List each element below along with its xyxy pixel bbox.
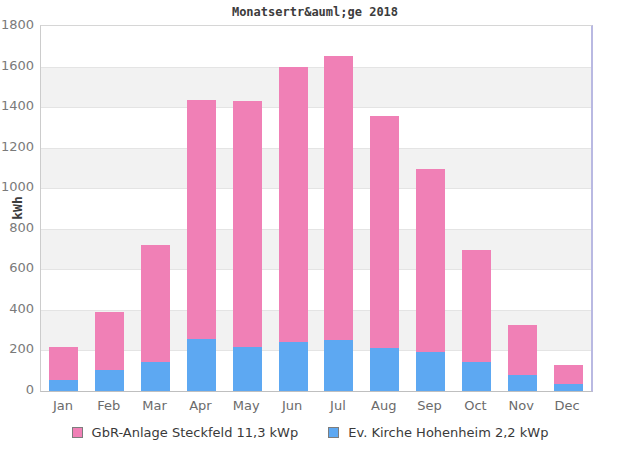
legend-label: Ev. Kirche Hohenheim 2,2 kWp — [348, 425, 548, 440]
gridline — [41, 107, 591, 108]
grid-band — [41, 229, 591, 270]
y-tick-label: 400 — [0, 301, 34, 317]
y-tick-label: 1800 — [0, 17, 34, 33]
bar-segment-aug-series1 — [370, 348, 399, 391]
bar-segment-dec-series0 — [554, 365, 583, 384]
bar-segment-feb-series1 — [95, 370, 124, 391]
y-tick-label: 600 — [0, 260, 34, 276]
y-tick-label: 800 — [0, 220, 34, 236]
chart-title: Monatsertr&auml;ge 2018 — [40, 5, 590, 19]
bar-segment-sep-series1 — [416, 352, 445, 391]
legend-swatch — [72, 427, 83, 438]
legend-label: GbR-Anlage Steckfeld 11,3 kWp — [92, 425, 299, 440]
bar-segment-jan-series1 — [49, 380, 78, 391]
gridline — [41, 188, 591, 189]
gridline — [41, 310, 591, 311]
bar-segment-oct-series0 — [462, 250, 491, 362]
bar-segment-jul-series1 — [324, 340, 353, 391]
bar-segment-jun-series1 — [279, 342, 308, 391]
bar-segment-apr-series1 — [187, 339, 216, 391]
gridline — [41, 229, 591, 230]
bar-segment-jun-series0 — [279, 67, 308, 343]
bar-segment-may-series0 — [233, 101, 262, 347]
bar-segment-dec-series1 — [554, 384, 583, 391]
plot-area — [40, 25, 593, 392]
gridline — [41, 67, 591, 68]
grid-band — [41, 148, 591, 189]
bar-segment-nov-series1 — [508, 375, 537, 391]
bar-segment-may-series1 — [233, 347, 262, 391]
bar-segment-jan-series0 — [49, 347, 78, 379]
legend-item: GbR-Anlage Steckfeld 11,3 kWp — [72, 425, 299, 440]
bar-segment-apr-series0 — [187, 100, 216, 339]
bar-segment-oct-series1 — [462, 362, 491, 391]
y-tick-label: 1000 — [0, 179, 34, 195]
bar-segment-jul-series0 — [324, 56, 353, 340]
gridline — [41, 148, 591, 149]
bar-segment-feb-series0 — [95, 312, 124, 370]
grid-band — [41, 67, 591, 108]
bar-segment-aug-series0 — [370, 116, 399, 348]
legend-swatch — [328, 427, 339, 438]
bar-segment-nov-series0 — [508, 325, 537, 375]
legend: GbR-Anlage Steckfeld 11,3 kWp Ev. Kirche… — [0, 420, 620, 444]
bar-segment-mar-series0 — [141, 245, 170, 362]
legend-item: Ev. Kirche Hohenheim 2,2 kWp — [328, 425, 548, 440]
gridline — [41, 269, 591, 270]
y-tick-label: 1200 — [0, 139, 34, 155]
y-tick-label: 1400 — [0, 98, 34, 114]
y-tick-label: 200 — [0, 341, 34, 357]
x-tick-label: Dec — [537, 398, 597, 414]
bar-segment-mar-series1 — [141, 362, 170, 391]
y-tick-label: 1600 — [0, 58, 34, 74]
y-tick-label: 0 — [0, 382, 34, 398]
chart-window: Monatsertr&auml;ge 2018 kWh 020040060080… — [0, 0, 620, 450]
bar-segment-sep-series0 — [416, 169, 445, 353]
